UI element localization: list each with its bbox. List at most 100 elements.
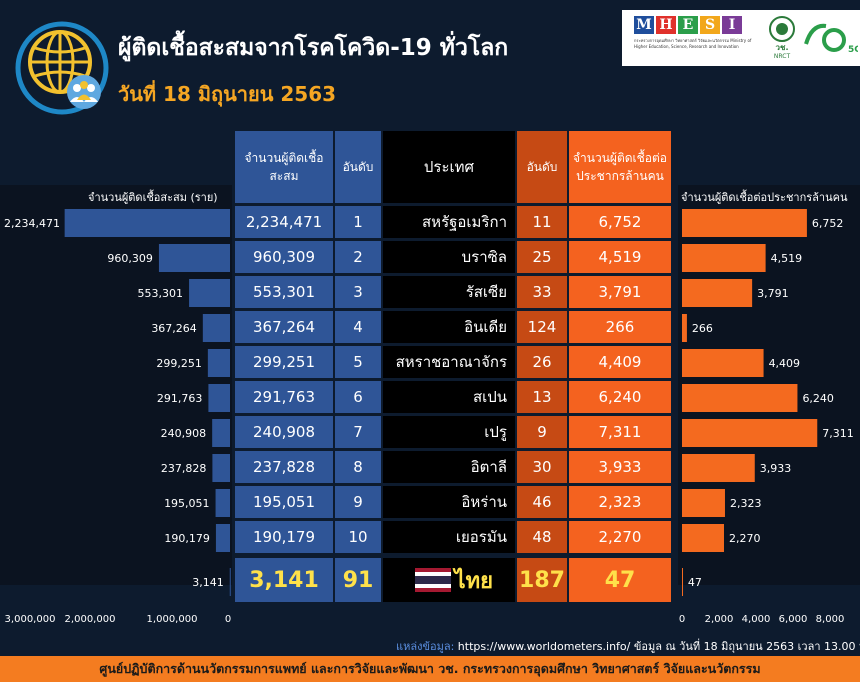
- bar-value-label: 3,791: [757, 287, 789, 300]
- svg-text:5G: 5G: [848, 45, 858, 55]
- svg-text:วช.: วช.: [776, 43, 789, 52]
- cases-bar-chart: 2,234,471 960,309 553,301 367,264 299,251 291…: [4, 209, 231, 625]
- cell-per-million: 3,933: [569, 451, 671, 483]
- bar-value-label: 266: [692, 322, 713, 335]
- footer-bar: ศูนย์ปฏิบัติการด้านนวัตกรรมการแพทย์ และก…: [0, 656, 860, 682]
- bar-value-label: 6,240: [802, 392, 834, 405]
- thailand-cell-rank: 91: [335, 558, 381, 602]
- bar-value-label: 2,270: [729, 532, 761, 545]
- mhesi-letter: S: [700, 16, 720, 34]
- header-cases: จำนวนผู้ติดเชื้อสะสม: [235, 131, 333, 203]
- nrct-logo: วช. NRCT: [769, 16, 795, 60]
- bar-value-label: 367,264: [151, 322, 197, 335]
- cell-cases: 190,179: [235, 521, 333, 553]
- cell-rank: 3: [335, 276, 381, 308]
- bar-value-label: 190,179: [164, 532, 210, 545]
- mhesi-letter: E: [678, 16, 698, 34]
- bar: [682, 454, 755, 482]
- cell-country: อิหร่าน: [383, 486, 515, 518]
- cell-rank-pm: 26: [517, 346, 567, 378]
- cell-rank-pm: 48: [517, 521, 567, 553]
- bar-value-label: 237,828: [161, 462, 207, 475]
- cell-rank: 8: [335, 451, 381, 483]
- bar-value-label: 2,323: [730, 497, 761, 510]
- cell-country: สหรัฐอเมริกา: [383, 206, 515, 238]
- cell-rank-pm: 124: [517, 311, 567, 343]
- cell-cases: 237,828: [235, 451, 333, 483]
- cell-per-million: 266: [569, 311, 671, 343]
- thailand-cell-per-million: 47: [569, 558, 671, 602]
- mhesi-letter: M: [634, 16, 654, 34]
- cell-country: บราซิล: [383, 241, 515, 273]
- cell-cases: 553,301: [235, 276, 333, 308]
- axis-tick-label: 2,000,000: [65, 614, 116, 625]
- bar-value-label: 291,763: [157, 392, 203, 405]
- cell-cases: 960,309: [235, 241, 333, 273]
- cell-country: สเปน: [383, 381, 515, 413]
- cell-rank: 6: [335, 381, 381, 413]
- cell-cases: 195,051: [235, 486, 333, 518]
- mhesi-letter: I: [722, 16, 742, 34]
- cell-per-million: 2,323: [569, 486, 671, 518]
- cell-country: รัสเซีย: [383, 276, 515, 308]
- bar: [158, 244, 230, 272]
- cell-rank: 5: [335, 346, 381, 378]
- cell-rank-pm: 33: [517, 276, 567, 308]
- bar-value-label: 6,752: [812, 217, 844, 230]
- axis-tick-label: 0: [679, 614, 685, 625]
- bar: [208, 384, 230, 412]
- cell-per-million: 2,270: [569, 521, 671, 553]
- bar: [215, 524, 230, 552]
- bar-value-label: 4,409: [769, 357, 801, 370]
- source-text: https://www.worldometers.info/ ข้อมูล ณ …: [454, 640, 860, 653]
- cell-cases: 240,908: [235, 416, 333, 448]
- bar-value-label: 47: [688, 576, 702, 589]
- header-rank-per-million: อันดับ: [517, 131, 567, 203]
- bar-value-label: 3,933: [760, 462, 792, 475]
- bar: [682, 209, 807, 237]
- bar-value-label: 3,141: [192, 576, 224, 589]
- header-country: ประเทศ: [383, 131, 515, 203]
- axis-tick-label: 6,000: [779, 614, 808, 625]
- bar: [682, 314, 687, 342]
- right-chart-title: จำนวนผู้ติดเชื้อต่อประชากรล้านคน: [681, 191, 848, 204]
- header-rank-cases: อันดับ: [335, 131, 381, 203]
- bar: [207, 349, 230, 377]
- cell-country: สหราชอาณาจักร: [383, 346, 515, 378]
- header-per-million: จำนวนผู้ติดเชื้อต่อประชากรล้านคน: [569, 131, 671, 203]
- cell-cases: 291,763: [235, 381, 333, 413]
- axis-tick-label: 3,000,000: [5, 614, 56, 625]
- anniversary-70-logo: 5G: [804, 23, 858, 55]
- cell-rank: 7: [335, 416, 381, 448]
- bar-value-label: 240,908: [161, 427, 207, 440]
- axis-tick-label: 2,000: [705, 614, 734, 625]
- bar: [189, 279, 230, 307]
- page-title: ผู้ติดเชื้อสะสมจากโรคโควิด-19 ทั่วโลก: [118, 35, 509, 61]
- bar: [202, 314, 230, 342]
- bar: [212, 454, 230, 482]
- thailand-cell-rank-pm: 187: [517, 558, 567, 602]
- bar-value-label: 299,251: [156, 357, 202, 370]
- bar: [682, 524, 724, 552]
- bar-value-label: 7,311: [822, 427, 854, 440]
- axis-tick-label: 4,000: [742, 614, 771, 625]
- cell-rank-pm: 30: [517, 451, 567, 483]
- bar: [682, 244, 766, 272]
- cell-rank: 1: [335, 206, 381, 238]
- axis-tick-label: 8,000: [816, 614, 845, 625]
- bar-value-label: 960,309: [107, 252, 153, 265]
- bar: [215, 489, 230, 517]
- ranking-table: จำนวนผู้ติดเชื้อสะสม อันดับ ประเทศ อันดั…: [235, 131, 671, 605]
- cell-cases: 367,264: [235, 311, 333, 343]
- bar: [682, 279, 753, 307]
- source-label: แหล่งข้อมูล:: [396, 640, 455, 653]
- thailand-flag-icon: [415, 568, 451, 592]
- left-chart-title: จำนวนผู้ติดเชื้อสะสม (ราย): [88, 191, 218, 204]
- mhesi-letter: H: [656, 16, 676, 34]
- cell-per-million: 7,311: [569, 416, 671, 448]
- bar: [682, 489, 725, 517]
- thailand-cell-cases: 3,141: [235, 558, 333, 602]
- cell-country: เยอรมัน: [383, 521, 515, 553]
- ministry-logo-text: กระทรวงการอุดมศึกษา วิทยาศาสตร์ วิจัยและ…: [634, 38, 752, 49]
